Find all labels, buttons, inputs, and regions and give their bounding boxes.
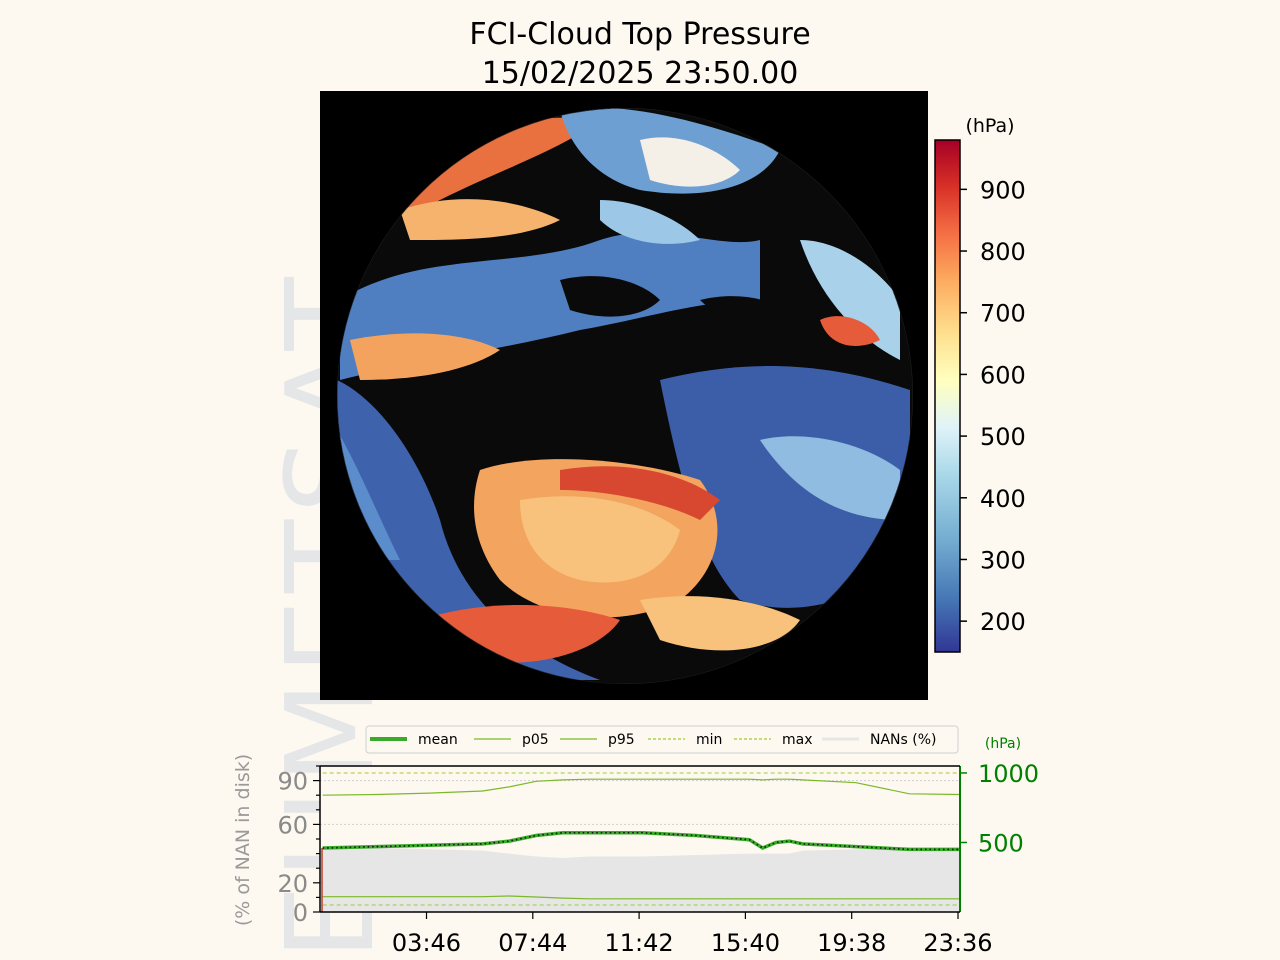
x-axis-tick-label: 19:38 bbox=[817, 929, 886, 957]
colorbar-gradient bbox=[934, 139, 961, 653]
legend-label: NANs (%) bbox=[870, 732, 937, 748]
right-axis-unit: (hPa) bbox=[985, 736, 1021, 752]
legend: mean p05 p95 min max NANs (%) bbox=[365, 725, 959, 754]
legend-label: mean bbox=[418, 732, 458, 748]
timeseries-panel: 020 60 90 500 1000 03:46 07:44 11:42 15:40 19:3… bbox=[232, 736, 1039, 957]
series-nans-area bbox=[322, 847, 960, 912]
legend-label: min bbox=[696, 732, 722, 748]
chart-title: FCI-Cloud Top Pressure bbox=[469, 17, 810, 52]
left-axis-tick-label: 20 bbox=[277, 870, 308, 898]
right-axis-tick-label: 500 bbox=[978, 829, 1024, 857]
earth-disk bbox=[337, 108, 913, 684]
x-axis-tick-label: 23:36 bbox=[923, 929, 992, 957]
x-axis-tick-label: 15:40 bbox=[711, 929, 780, 957]
legend-box bbox=[365, 725, 959, 754]
chart-subtitle: 15/02/2025 23:50.00 bbox=[482, 56, 799, 91]
timeseries-series bbox=[320, 772, 960, 912]
colorbar-tick-label: 900 bbox=[980, 176, 1026, 204]
colorbar-ticks: 200 300 400 500 600 700 800 900 bbox=[960, 176, 1026, 636]
colorbar-tick-label: 800 bbox=[980, 238, 1026, 266]
left-axis-tick-label: 0 bbox=[293, 899, 308, 927]
series-mean-markers bbox=[322, 831, 960, 851]
right-axis-ticks: 500 1000 bbox=[960, 760, 1039, 857]
left-axis-tick-label: 90 bbox=[277, 768, 308, 796]
disk-map bbox=[320, 91, 928, 700]
legend-label: max bbox=[782, 732, 813, 748]
right-axis-tick-label: 1000 bbox=[978, 760, 1039, 788]
colorbar-tick-label: 700 bbox=[980, 300, 1026, 328]
colorbar-unit: (hPa) bbox=[965, 115, 1014, 137]
left-axis-label: (% of NAN in disk) bbox=[232, 754, 254, 926]
colorbar-tick-label: 400 bbox=[980, 485, 1026, 513]
legend-label: p05 bbox=[522, 732, 549, 748]
x-axis-tick-label: 07:44 bbox=[498, 929, 567, 957]
left-axis-tick-label: 60 bbox=[277, 811, 308, 839]
legend-label: p95 bbox=[608, 732, 635, 748]
series-p95-line bbox=[322, 778, 960, 796]
series-p05-line bbox=[322, 895, 960, 900]
colorbar-tick-label: 600 bbox=[980, 361, 1026, 389]
x-axis-tick-label: 11:42 bbox=[605, 929, 674, 957]
left-axis-ticks: 020 60 90 bbox=[277, 765, 320, 927]
colorbar: (hPa) 200 300 400 500 600 700 800 900 bbox=[934, 115, 1026, 653]
colorbar-tick-label: 300 bbox=[980, 546, 1026, 574]
colorbar-tick-label: 500 bbox=[980, 423, 1026, 451]
x-axis-ticks: 03:46 07:44 11:42 15:40 19:38 23:36 bbox=[392, 912, 993, 957]
colorbar-tick-label: 200 bbox=[980, 608, 1026, 636]
x-axis-tick-label: 03:46 bbox=[392, 929, 461, 957]
